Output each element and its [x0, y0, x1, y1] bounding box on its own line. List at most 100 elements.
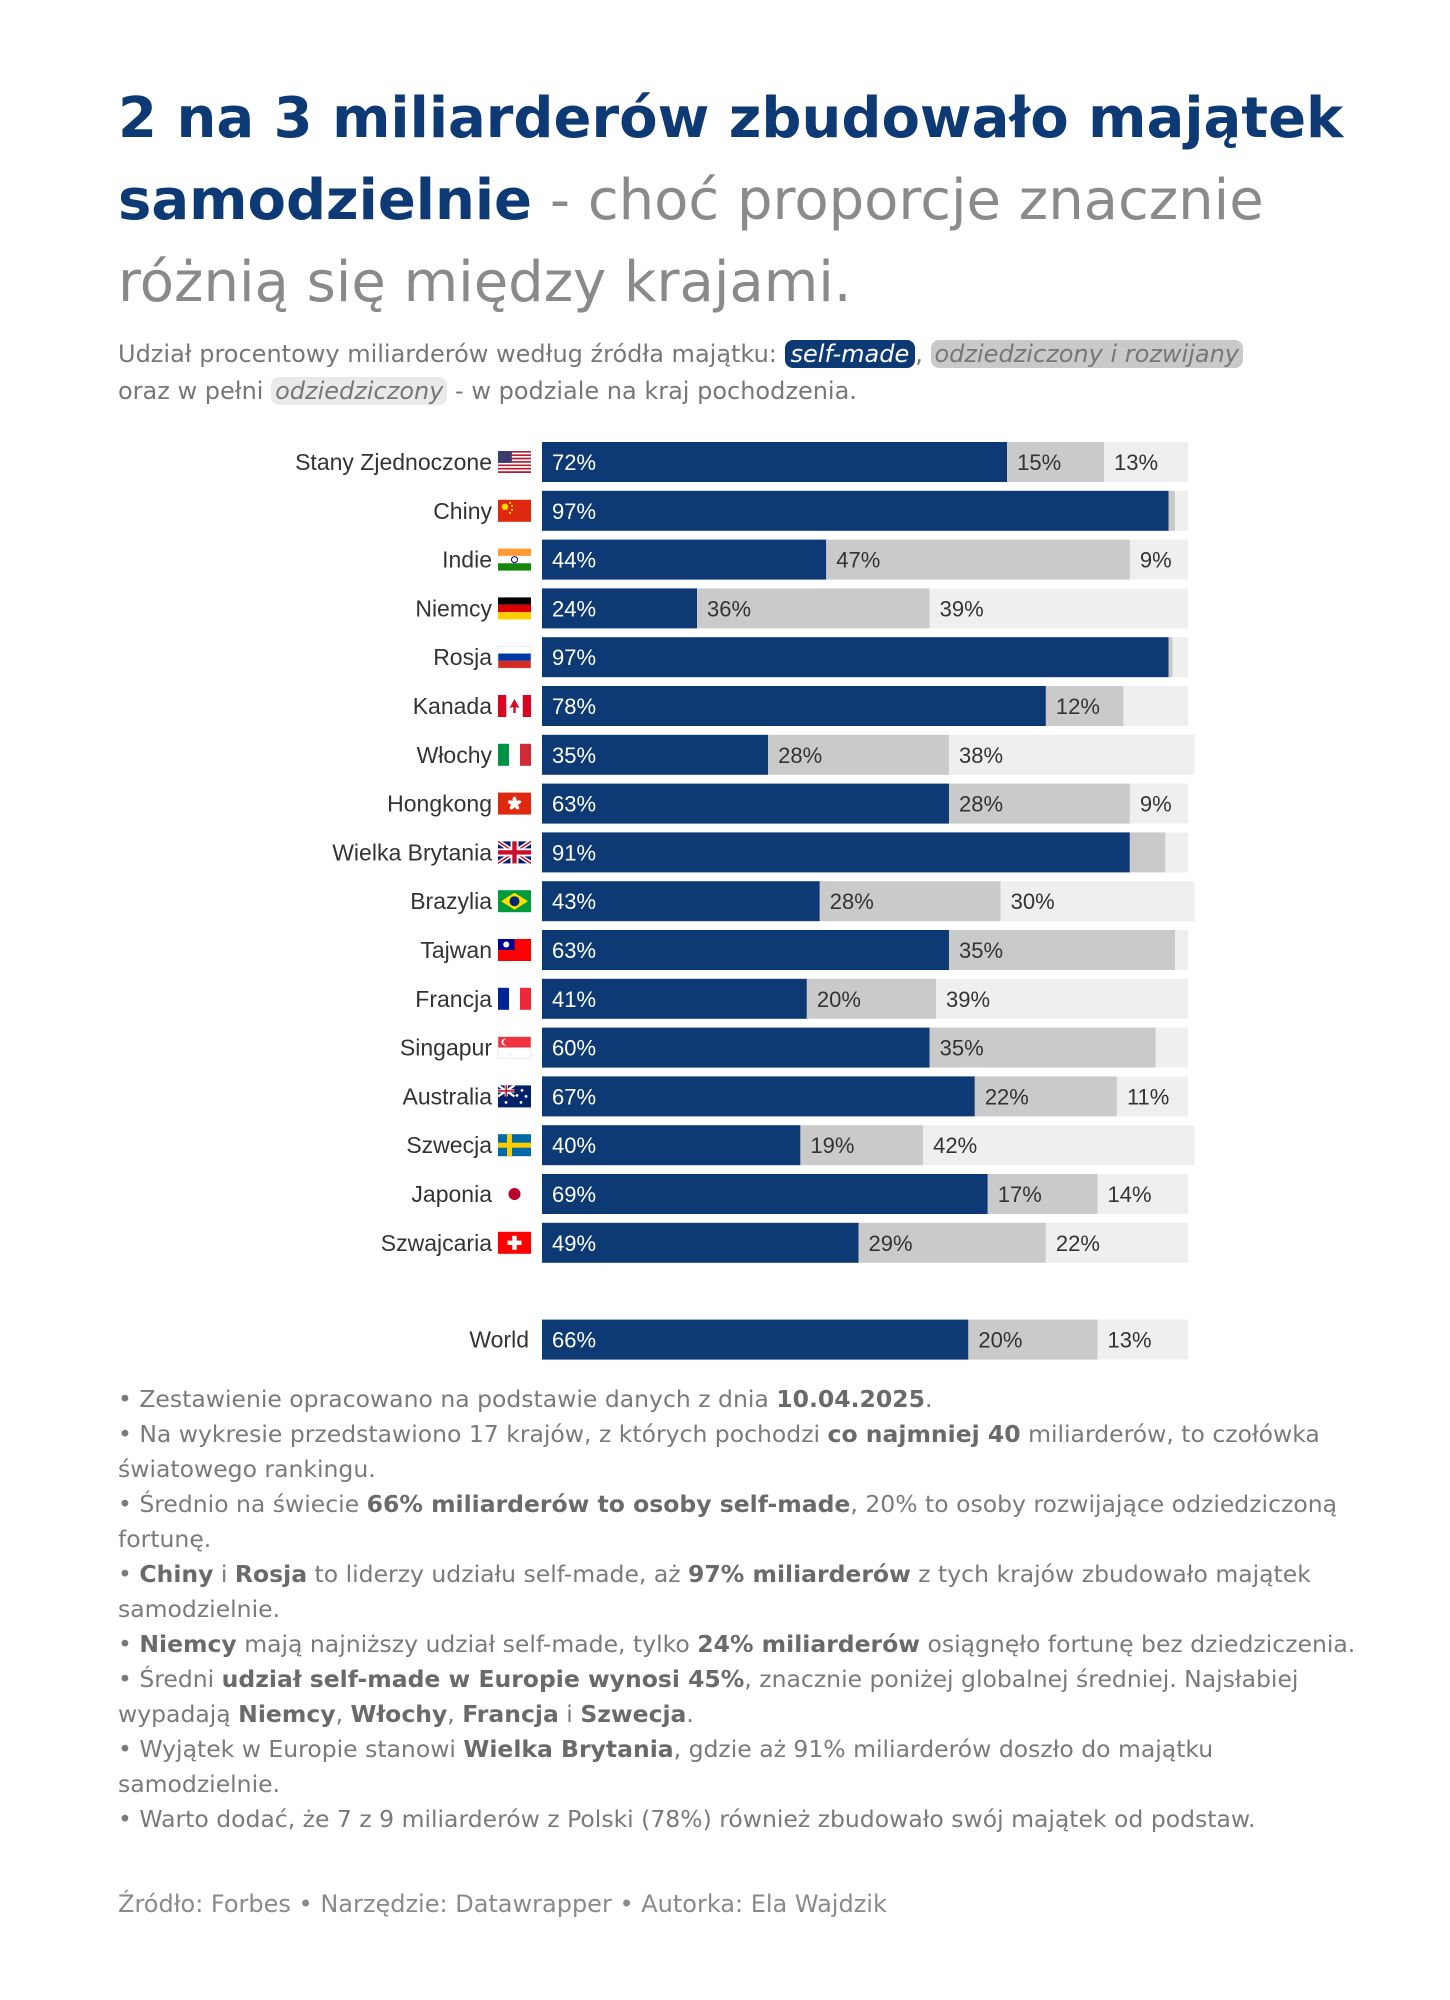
bar-segment-odziedziczony-i-rozwijany	[1007, 442, 1105, 482]
bar-row-5: Kanada 78% 12%	[413, 686, 1188, 726]
bar-value-label: 49%	[552, 1231, 596, 1256]
country-label: Singapur	[400, 1035, 492, 1061]
title-bold: 2 na 3 miliarderów zbudowało majątek sam…	[118, 86, 1344, 233]
note-1: • Zestawienie opracowano na podstawie da…	[118, 1385, 933, 1413]
bar-segment-odziedziczony	[923, 1125, 1195, 1166]
country-label: Kanada	[413, 693, 493, 719]
bar-value-label: 66%	[552, 1328, 596, 1353]
country-label: Wielka Brytania	[332, 839, 492, 865]
bar-segment-self-made	[542, 637, 1169, 678]
bar-segment-odziedziczony	[1165, 832, 1188, 873]
flag-cn-icon	[498, 499, 531, 522]
bar-remainder	[1181, 1027, 1188, 1068]
bar-value-label: 97%	[552, 645, 596, 670]
bar-segment-odziedziczony-i-rozwijany	[948, 783, 1130, 824]
bar-row-7: Hongkong 63% 28% 9%	[387, 783, 1188, 824]
subtitle-prefix: Udział procentowy miliarderów według źró…	[118, 340, 785, 368]
flag-gb-icon	[496, 839, 533, 866]
bar-segment-odziedziczony	[1045, 1222, 1188, 1263]
bar-segment-odziedziczony-i-rozwijany	[826, 539, 1130, 580]
country-label: Szwajcaria	[381, 1230, 492, 1256]
bar-value-label: 39%	[946, 987, 990, 1012]
bar-segment-self-made	[542, 881, 820, 922]
note-5: • Niemcy mają najniższy udział self-made…	[118, 1630, 1356, 1658]
country-label: Chiny	[433, 498, 492, 524]
bar-segment-odziedziczony	[1129, 783, 1188, 824]
bar-segment-odziedziczony	[936, 978, 1188, 1019]
bar-value-label: 63%	[552, 792, 596, 817]
bar-value-label: 30%	[1011, 889, 1055, 914]
bar-value-label: 17%	[998, 1182, 1042, 1207]
bar-row-12: Singapur 60% 35%	[400, 1027, 1188, 1068]
bar-value-label: 91%	[552, 840, 596, 865]
bar-value-label: 72%	[552, 450, 596, 475]
bar-row-world: World 66% 20% 13%	[469, 1319, 1188, 1360]
country-label: Rosja	[433, 644, 492, 670]
note-2: • Na wykresie przedstawiono 17 krajów, z…	[118, 1420, 1320, 1483]
bar-segment-odziedziczony-i-rozwijany	[819, 881, 1001, 922]
flag-ch-icon	[498, 1231, 531, 1254]
flag-tw-icon	[498, 939, 531, 961]
bar-segment-self-made	[542, 1222, 859, 1263]
bar-row-15: Japonia 69% 17% 14%	[411, 1174, 1188, 1214]
country-label: Francja	[415, 986, 492, 1012]
bar-value-label: 35%	[552, 743, 596, 768]
bar-segment-self-made	[542, 490, 1169, 531]
bar-value-label: 20%	[817, 987, 861, 1012]
bar-segment-odziedziczony	[1097, 1174, 1188, 1214]
bar-row-13: Australia 67% 22% 11%	[403, 1076, 1188, 1117]
country-label: World	[469, 1327, 529, 1353]
bar-value-label: 78%	[552, 694, 596, 719]
bar-segment-self-made	[542, 442, 1008, 482]
country-label: Indie	[442, 547, 492, 573]
bar-value-label: 28%	[778, 743, 822, 768]
bar-value-label: 69%	[552, 1182, 596, 1207]
bar-segment-odziedziczony-i-rozwijany	[1168, 637, 1173, 678]
bar-row-11: Francja 41% 20% 39%	[415, 978, 1188, 1019]
bar-value-label: 20%	[978, 1328, 1022, 1353]
country-label: Szwecja	[406, 1132, 492, 1158]
bar-remainder	[1181, 588, 1188, 629]
flag-sg-icon	[497, 1036, 532, 1059]
legend-chip-self-made: self-made	[784, 340, 916, 368]
bar-row-14: Szwecja 40% 19% 42%	[406, 1125, 1195, 1166]
bar-value-label: 14%	[1108, 1182, 1152, 1207]
flag-au-icon	[497, 1084, 531, 1108]
bar-value-label: 22%	[1056, 1231, 1100, 1256]
country-label: Brazylia	[410, 888, 492, 914]
bar-segment-odziedziczony-i-rozwijany	[806, 978, 937, 1019]
bar-value-label: 47%	[836, 548, 880, 573]
bar-value-label: 39%	[940, 596, 984, 621]
bar-segment-odziedziczony-i-rozwijany	[1045, 686, 1124, 726]
bar-value-label: 38%	[959, 743, 1003, 768]
bar-value-label: 15%	[1017, 450, 1061, 475]
bar-value-label: 9%	[1140, 548, 1172, 573]
subtitle-sep: ,	[915, 340, 931, 368]
bar-remainder	[1181, 1319, 1188, 1360]
bar-segment-odziedziczony-i-rozwijany	[858, 1222, 1046, 1263]
bar-row-2: Indie 44% 47% 9%	[442, 539, 1188, 580]
bar-value-label: 22%	[985, 1084, 1029, 1109]
bar-segment-odziedziczony	[1175, 930, 1188, 970]
bar-value-label: 41%	[552, 987, 596, 1012]
bar-segment-self-made	[542, 539, 827, 580]
bar-segment-odziedziczony	[948, 734, 1195, 775]
bar-segment-odziedziczony-i-rozwijany	[987, 1174, 1098, 1214]
bar-segment-self-made	[542, 1076, 975, 1117]
bar-segment-self-made	[542, 1027, 930, 1068]
bar-segment-odziedziczony-i-rozwijany	[929, 1027, 1156, 1068]
title-rest: - choć proporcje znacznie różnią się mię…	[118, 168, 1264, 315]
bar-row-8: Wielka Brytania 91%	[332, 832, 1188, 873]
bar-value-label: 43%	[552, 889, 596, 914]
bar-row-3: Niemcy 24% 36% 39%	[415, 588, 1188, 629]
bar-row-10: Tajwan 63% 35%	[420, 930, 1188, 970]
bar-segment-self-made	[542, 588, 698, 629]
bar-segment-odziedziczony-i-rozwijany	[800, 1125, 924, 1166]
flag-hk-icon	[498, 792, 531, 815]
flag-de-icon	[498, 597, 531, 620]
bar-value-label: 28%	[830, 889, 874, 914]
bar-value-label: 28%	[959, 792, 1003, 817]
note-4: • Chiny i Rosja to liderzy udziału self-…	[118, 1560, 1311, 1623]
country-label: Stany Zjednoczone	[295, 449, 492, 475]
bar-segment-odziedziczony	[929, 588, 1182, 629]
